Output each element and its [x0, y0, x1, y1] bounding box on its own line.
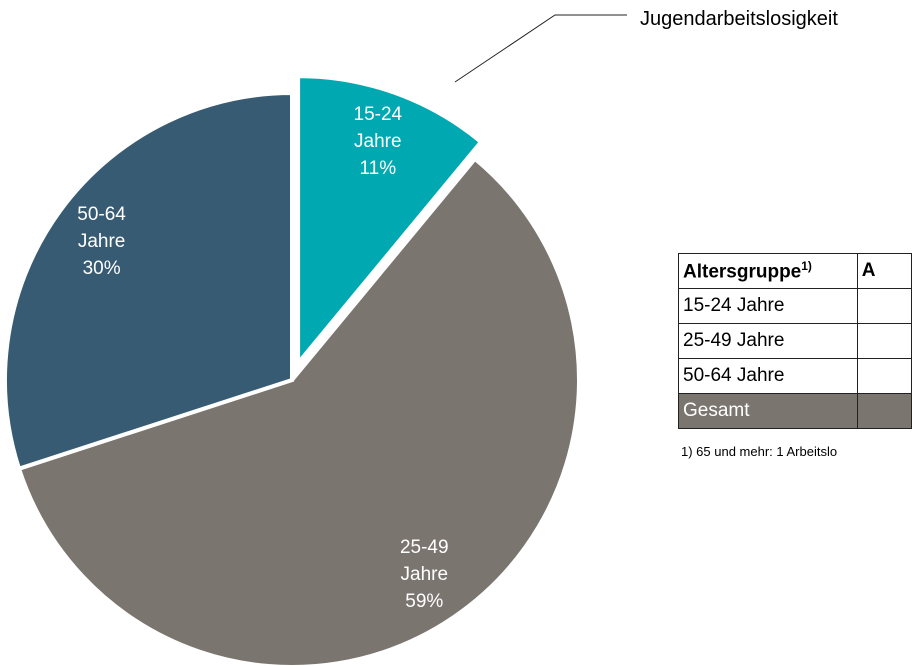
- header-cell: Altersgruppe1): [678, 253, 858, 289]
- header-note: 1): [801, 258, 812, 273]
- row: 50-64 Jahre: [678, 358, 912, 394]
- slice-value: 30%: [82, 257, 121, 279]
- cell: 15-24 Jahre: [678, 288, 858, 324]
- footnote: 1) 65 und mehr: 1 Arbeitslo: [681, 444, 838, 459]
- header-cell: A: [856, 253, 912, 289]
- total-row: Gesamt: [678, 393, 912, 429]
- cell: [856, 288, 912, 324]
- slice-category: 50-64 Jahre: [77, 203, 126, 252]
- cell: [856, 358, 912, 394]
- pie-slice: [3, 90, 294, 472]
- slice-value: 59%: [405, 590, 444, 612]
- leader-line: [454, 14, 627, 83]
- cell: [856, 393, 912, 429]
- slice-value: 11%: [359, 157, 397, 179]
- header-row: Altersgruppe1) A: [678, 253, 912, 289]
- cell: [856, 323, 912, 359]
- cell: 25-49 Jahre: [678, 323, 858, 359]
- cell: Gesamt: [678, 393, 858, 429]
- cell: 50-64 Jahre: [678, 358, 858, 394]
- slice-category: 25-49 Jahre: [399, 536, 449, 585]
- header-text: Altersgruppe: [683, 261, 802, 283]
- table: Altersgruppe1) A 15-24 Jahre 25-49 Jahre…: [678, 253, 912, 429]
- pie-slice: [16, 156, 581, 666]
- annotation: Jugendarbeitslosigkeit: [640, 8, 838, 30]
- row: 15-24 Jahre: [678, 288, 912, 324]
- slice-category: 15-24 Jahre: [353, 103, 403, 152]
- pie-slice: [296, 74, 484, 369]
- row: 25-49 Jahre: [678, 323, 912, 359]
